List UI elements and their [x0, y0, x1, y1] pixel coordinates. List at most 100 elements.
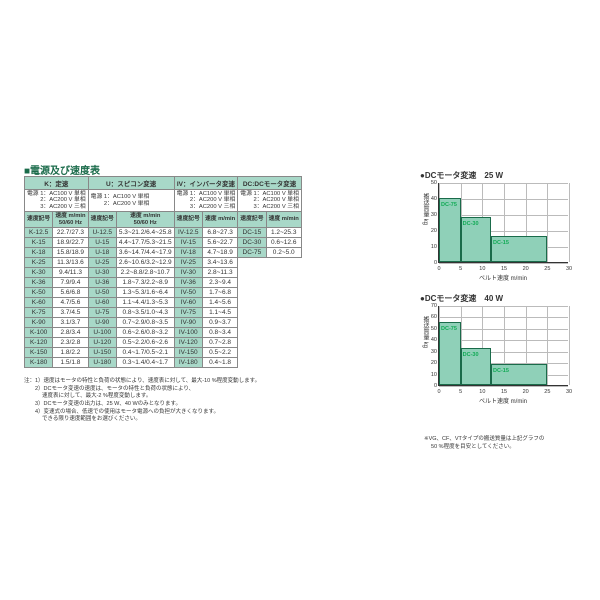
data-cell: 0.6~2.6/0.8~3.2: [116, 327, 174, 337]
data-cell: IV-12.5: [174, 227, 202, 237]
data-cell: U-15: [88, 237, 116, 247]
data-cell: 0.5~2.2/0.6~2.6: [116, 337, 174, 347]
y-tick: 20: [425, 228, 437, 234]
step-label: DC-30: [463, 352, 479, 358]
data-cell: IV-60: [174, 297, 202, 307]
note-line: できる限り速度範囲をお選びください。: [24, 416, 260, 424]
y-tick: 20: [425, 360, 437, 366]
data-cell: 15.8/18.9: [53, 247, 88, 257]
speed-table: K：定速U：スピコン変速IV：インバータ変速DC:DCモータ変速電源 1：AC1…: [24, 176, 302, 368]
data-cell: U-75: [88, 307, 116, 317]
data-cell: 0.3~1.4/0.4~1.7: [116, 357, 174, 367]
data-cell: 2.8/3.4: [53, 327, 88, 337]
data-cell: 1.3~5.3/1.6~6.4: [116, 287, 174, 297]
data-cell: 0.4~1.8: [202, 357, 237, 367]
data-cell: IV-120: [174, 337, 202, 347]
col-header: 速度 m/min50/60 Hz: [53, 212, 88, 228]
data-cell: IV-30: [174, 267, 202, 277]
data-cell: DC-75: [238, 247, 266, 257]
data-cell: 0.9~3.7: [202, 317, 237, 327]
note-line: 速度表に対して、最大-2 %程度変動します。: [24, 393, 260, 401]
col-header: 速度記号: [174, 212, 202, 228]
data-cell: U-150: [88, 347, 116, 357]
chart-title: ●DCモータ変速 25 W: [420, 170, 580, 181]
note-line: 注：1）速度はモータの特性と負荷の状態により、速度表に対して、最大-10 %程度…: [24, 378, 260, 386]
step-label: DC-15: [493, 368, 509, 374]
table-title: ■電源及び速度表: [24, 162, 100, 177]
x-tick: 5: [454, 389, 468, 395]
col-header: 速度記号: [238, 212, 266, 228]
chart-box: 01020304050051015202530DC-75DC-30DC-15搬送…: [438, 183, 568, 263]
data-cell: K-75: [25, 307, 53, 317]
power-source-cell: 電源 1：AC100 V 単相 2：AC200 V 単相 3：AC200 V 三…: [25, 190, 89, 212]
step-label: DC-30: [463, 221, 479, 227]
data-cell: IV-180: [174, 357, 202, 367]
data-cell: 1.1~4.5: [202, 307, 237, 317]
data-cell: 0.8~3.4: [202, 327, 237, 337]
data-cell: 2.2~8.8/2.8~10.7: [116, 267, 174, 277]
data-cell: 3.1/3.7: [53, 317, 88, 327]
data-cell: IV-75: [174, 307, 202, 317]
col-header: 速度記号: [25, 212, 53, 228]
data-cell: 5.6~22.7: [202, 237, 237, 247]
data-cell: 18.9/22.7: [53, 237, 88, 247]
x-tick: 5: [454, 266, 468, 272]
data-cell: 2.8~11.3: [202, 267, 237, 277]
y-axis-label: 搬送質量 kg: [421, 316, 430, 348]
section-head: K：定速: [25, 177, 89, 190]
data-cell: K-60: [25, 297, 53, 307]
data-cell: K-50: [25, 287, 53, 297]
data-cell: 4.7~18.9: [202, 247, 237, 257]
power-source-cell: 電源 1：AC100 V 単相 2：AC200 V 単相: [88, 190, 174, 212]
data-cell: 0.7~2.8: [202, 337, 237, 347]
data-cell: 0.4~1.7/0.5~2.1: [116, 347, 174, 357]
section-head: DC:DCモータ変速: [238, 177, 302, 190]
data-cell: U-30: [88, 267, 116, 277]
x-axis-label: ベルト速度 m/min: [479, 273, 527, 282]
data-cell: 0.7~2.9/0.8~3.5: [116, 317, 174, 327]
x-tick: 25: [540, 389, 554, 395]
note-line: 3）DCモータ変速の出力は、25 W、40 Wのみとなります。: [24, 401, 260, 409]
data-cell: 3.6~14.7/4.4~17.9: [116, 247, 174, 257]
data-cell: IV-25: [174, 257, 202, 267]
data-cell: 0.8~3.5/1.0~4.3: [116, 307, 174, 317]
chart-footnote: ※VG、CF、VTタイプの搬送質量は上記グラフの 50 %程度を目安としてくださ…: [424, 434, 580, 450]
data-cell: 0.6~12.6: [266, 237, 301, 247]
data-cell: 11.3/13.6: [53, 257, 88, 267]
data-cell: 1.1~4.4/1.3~5.3: [116, 297, 174, 307]
data-cell: 0.2~5.0: [266, 247, 301, 257]
y-tick: 10: [425, 244, 437, 250]
section-head: IV：インバータ変速: [174, 177, 238, 190]
x-tick: 10: [475, 266, 489, 272]
data-cell: K-30: [25, 267, 53, 277]
section-head: U：スピコン変速: [88, 177, 174, 190]
y-tick: 30: [425, 349, 437, 355]
data-cell: DC-30: [238, 237, 266, 247]
data-cell: 3.4~13.6: [202, 257, 237, 267]
data-cell: 1.5/1.8: [53, 357, 88, 367]
data-cell: K-25: [25, 257, 53, 267]
data-cell: U-100: [88, 327, 116, 337]
data-cell: 2.3~9.4: [202, 277, 237, 287]
data-cell: K-15: [25, 237, 53, 247]
data-cell: 7.9/9.4: [53, 277, 88, 287]
data-cell: K-100: [25, 327, 53, 337]
x-tick: 15: [497, 389, 511, 395]
data-cell: U-60: [88, 297, 116, 307]
data-cell: DC-15: [238, 227, 266, 237]
data-cell: 0.5~2.2: [202, 347, 237, 357]
x-tick: 30: [562, 266, 576, 272]
x-tick: 30: [562, 389, 576, 395]
data-cell: 4.4~17.7/5.3~21.5: [116, 237, 174, 247]
data-cell: U-50: [88, 287, 116, 297]
data-cell: IV-100: [174, 327, 202, 337]
data-cell: K-150: [25, 347, 53, 357]
data-cell: U-90: [88, 317, 116, 327]
data-cell: U-36: [88, 277, 116, 287]
power-source-cell: 電源 1：AC100 V 単相 2：AC200 V 単相 3：AC200 V 三…: [238, 190, 302, 212]
data-cell: K-36: [25, 277, 53, 287]
data-cell: 5.6/6.8: [53, 287, 88, 297]
data-cell: 1.2~25.3: [266, 227, 301, 237]
data-cell: 6.8~27.3: [202, 227, 237, 237]
data-cell: U-25: [88, 257, 116, 267]
